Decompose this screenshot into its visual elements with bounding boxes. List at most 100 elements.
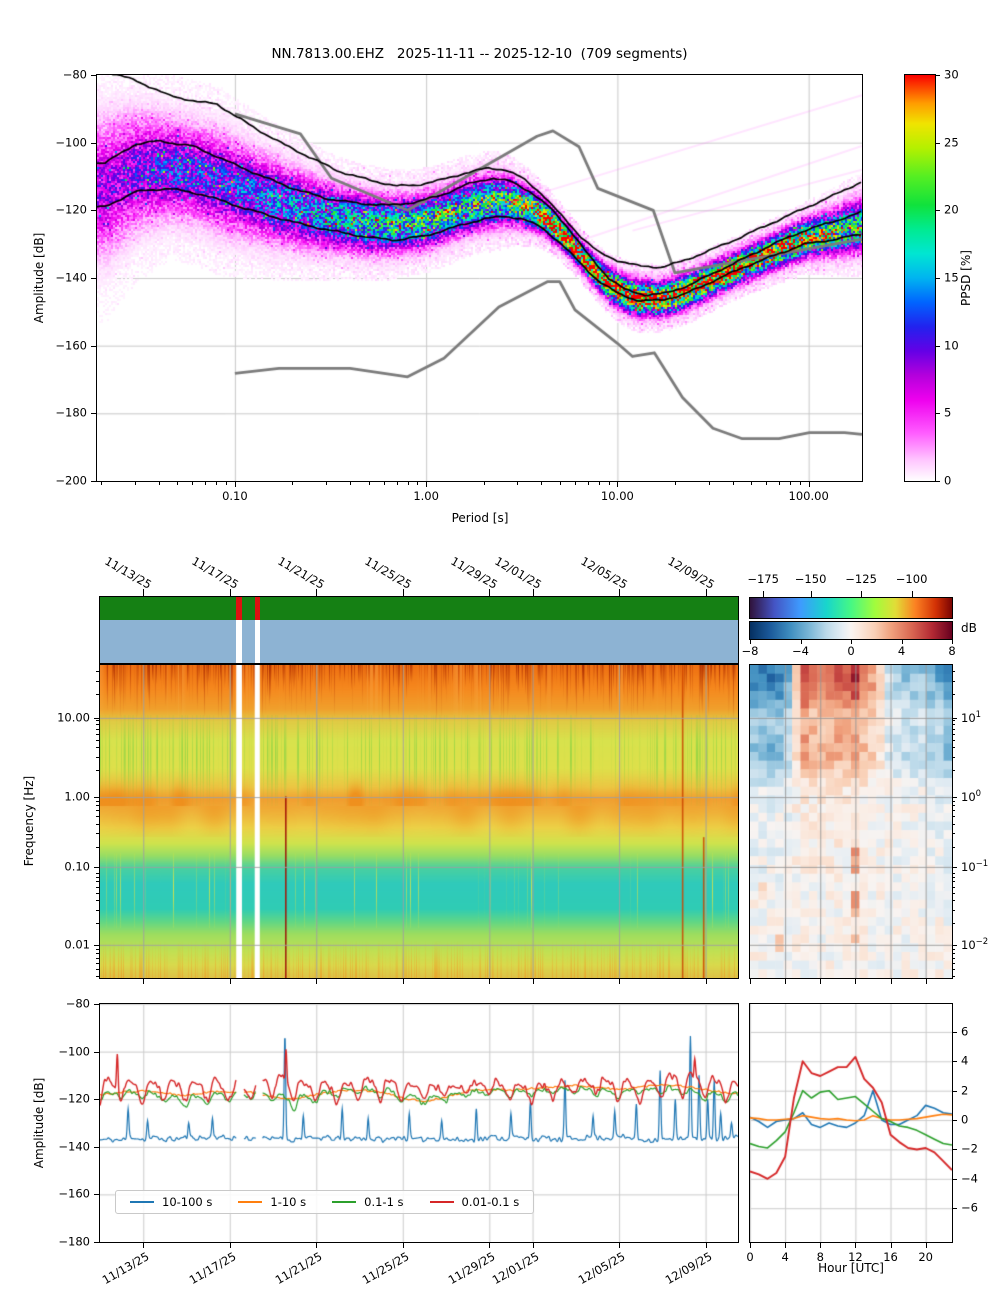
data-gap-mark	[254, 597, 260, 620]
axis-tick	[96, 909, 99, 911]
axis-tick	[952, 694, 955, 695]
coverage-bar	[100, 620, 738, 663]
coverage-gap	[236, 620, 242, 663]
axis-tick	[94, 1099, 99, 1101]
axis-tick	[820, 979, 822, 984]
colorbar-tick-label: −175	[747, 571, 779, 586]
date-tick-label: 11/29/25	[446, 1249, 498, 1288]
axis-tick	[890, 1243, 892, 1248]
legend-label: 0.01-0.1 s	[461, 1195, 520, 1209]
page-title: NN.7813.00.EHZ 2025-11-11 -- 2025-12-10 …	[271, 46, 688, 62]
axis-tick	[143, 979, 145, 984]
axis-tick	[952, 1061, 957, 1063]
axis-tick	[517, 482, 519, 485]
axis-tick	[96, 886, 99, 888]
axis-tick	[952, 733, 955, 735]
daily-y-axis-label: Amplitude [dB]	[32, 1077, 47, 1169]
axis-tick	[96, 724, 99, 726]
axis-tick	[952, 899, 955, 901]
legend-line-swatch	[429, 1201, 454, 1203]
ppsd-x-tick-label: 10.00	[600, 489, 634, 503]
axis-tick	[952, 739, 955, 741]
axis-tick	[91, 210, 96, 212]
colorbar-tick-label: −8	[741, 644, 759, 658]
axis-tick	[96, 728, 99, 730]
axis-tick	[91, 481, 96, 482]
spectrogram-y-axis-label: Frequency [Hz]	[22, 775, 37, 867]
axis-tick	[96, 962, 99, 964]
colorbar-tick-label: 25	[944, 135, 959, 150]
ppsd-y-tick-label: −120	[55, 202, 87, 217]
date-tick-label: 11/21/25	[273, 1249, 325, 1288]
axis-tick	[96, 720, 99, 722]
axis-tick	[952, 717, 957, 719]
axis-tick	[96, 823, 99, 825]
date-tick-label: 11/17/25	[189, 553, 241, 592]
axis-tick	[890, 979, 892, 984]
axis-tick	[96, 671, 99, 673]
axis-tick	[91, 142, 96, 144]
ppsd-y-tick-label: −140	[55, 270, 87, 285]
date-tick-label: 11/25/25	[359, 1249, 412, 1288]
colorbar-tick-label: 4	[897, 644, 906, 658]
legend-label: 10-100 s	[162, 1195, 213, 1209]
axis-tick	[799, 482, 801, 485]
timeseries-legend: 10-100 s 1-10 s 0.1-1 s 0.01-0.1 s	[115, 1190, 535, 1214]
axis-tick	[936, 278, 940, 279]
date-tick-label: 12/01/25	[489, 1249, 542, 1288]
axis-tick	[952, 810, 955, 812]
axis-tick	[936, 481, 940, 482]
axis-tick	[952, 833, 955, 835]
axis-tick	[808, 482, 810, 487]
axis-tick	[94, 944, 99, 946]
date-tick-label: 11/13/25	[102, 553, 155, 592]
axis-tick	[96, 747, 99, 749]
colorbar-tick-label: −4	[792, 644, 809, 658]
axis-tick	[952, 949, 955, 951]
hourly-y-tick-label: −6	[961, 1200, 978, 1215]
axis-tick	[326, 482, 328, 485]
axis-tick	[763, 591, 765, 597]
axis-tick	[952, 805, 955, 807]
axis-tick	[705, 589, 707, 596]
axis-tick	[158, 482, 160, 485]
axis-tick	[96, 810, 99, 812]
axis-tick	[952, 976, 955, 978]
axis-tick	[96, 816, 99, 818]
colorbar-tick-label: 30	[944, 67, 959, 82]
axis-tick	[952, 957, 955, 959]
axis-tick	[952, 877, 955, 879]
daily-y-tick-label: −100	[58, 1043, 90, 1058]
axis-tick	[96, 968, 99, 970]
axis-tick	[101, 482, 103, 485]
axis-tick	[96, 680, 99, 682]
axis-tick	[936, 345, 940, 347]
freq-tick-label: 10.00	[57, 710, 90, 725]
axis-tick	[96, 922, 99, 924]
axis-tick	[952, 816, 955, 818]
date-tick-label: 12/05/25	[578, 553, 631, 592]
axis-tick	[96, 833, 99, 835]
date-tick-label: 11/29/25	[448, 553, 501, 592]
ppsd-colorbar-label: PPSD [%]	[959, 250, 974, 306]
axis-tick	[952, 823, 955, 825]
freq-right-tick-label: 100	[961, 789, 982, 804]
axis-tick	[192, 482, 194, 485]
axis-tick	[316, 979, 318, 984]
axis-tick	[402, 589, 404, 596]
date-tick-label: 11/17/25	[186, 1249, 239, 1288]
date-tick-label: 11/21/25	[275, 553, 328, 592]
axis-tick	[96, 873, 99, 875]
axis-tick	[91, 75, 96, 76]
date-tick-label: 12/01/25	[491, 553, 544, 592]
legend-item: 0.01-0.1 s	[429, 1195, 520, 1209]
ppsd-y-tick-label: −180	[55, 405, 87, 420]
hour-frequency-diff-plot	[749, 664, 953, 979]
axis-tick	[96, 733, 99, 735]
axis-tick	[483, 482, 485, 485]
axis-tick	[619, 979, 621, 984]
axis-tick	[750, 979, 751, 984]
axis-tick	[952, 1120, 957, 1122]
ppsd-x-tick-label: 1.00	[413, 489, 439, 503]
axis-tick	[559, 482, 561, 485]
